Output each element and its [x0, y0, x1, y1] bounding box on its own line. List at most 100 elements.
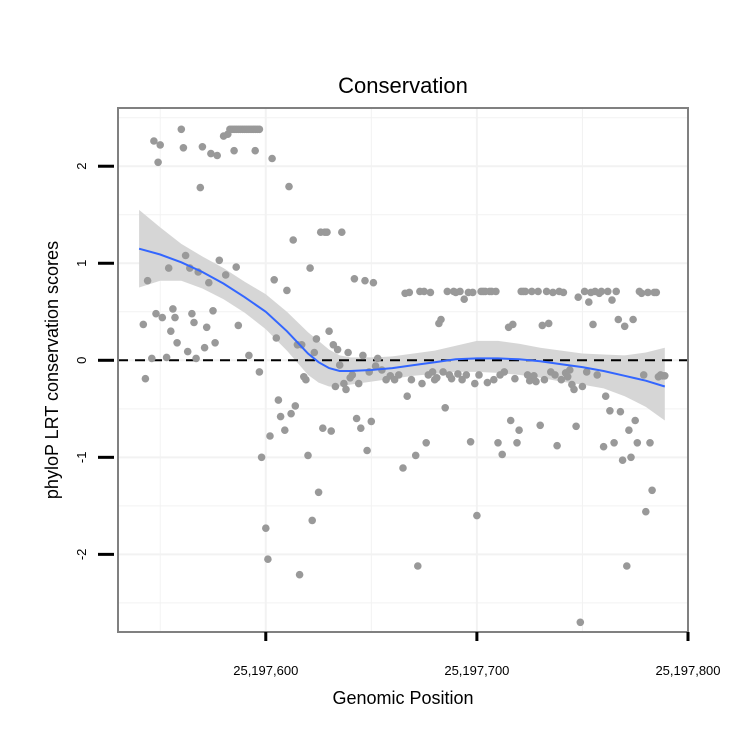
data-point: [266, 432, 274, 440]
data-point: [306, 264, 314, 272]
data-point: [492, 287, 500, 296]
data-point: [530, 372, 538, 380]
data-point: [304, 451, 312, 460]
data-point: [245, 351, 253, 360]
data-point: [196, 183, 205, 192]
data-point: [162, 353, 171, 362]
data-point: [295, 570, 304, 579]
data-point: [639, 371, 648, 379]
data-point: [601, 392, 610, 401]
data-point: [456, 287, 464, 296]
data-point: [171, 313, 179, 322]
data-point: [314, 488, 323, 497]
data-point: [420, 287, 428, 296]
data-point: [661, 372, 669, 380]
data-point: [623, 562, 631, 570]
data-point: [255, 125, 264, 134]
data-point: [610, 439, 618, 447]
data-point: [310, 348, 319, 357]
data-point: [454, 370, 462, 378]
data-point: [625, 426, 633, 435]
data-point: [557, 375, 566, 384]
data-point: [553, 441, 561, 450]
data-point: [549, 288, 557, 297]
data-point: [585, 298, 593, 306]
data-point: [274, 396, 283, 404]
data-point: [289, 236, 298, 244]
data-point: [466, 438, 475, 446]
x-tick-label: 25,197,600: [233, 663, 298, 678]
data-point: [312, 335, 321, 343]
data-point: [422, 439, 431, 447]
data-point: [373, 354, 382, 363]
data-point: [285, 182, 293, 191]
data-point: [350, 275, 359, 283]
data-point: [202, 323, 211, 332]
data-point: [407, 375, 416, 384]
data-point: [439, 368, 447, 376]
data-point: [262, 524, 270, 532]
data-point: [395, 371, 403, 379]
data-point: [327, 427, 336, 435]
data-point: [333, 345, 342, 354]
data-point: [340, 379, 348, 388]
data-point: [428, 368, 437, 376]
data-point: [325, 327, 333, 336]
data-point: [255, 368, 264, 376]
data-point: [544, 319, 553, 328]
data-point: [593, 371, 601, 379]
y-tick-label: -1: [74, 452, 89, 464]
data-point: [642, 507, 650, 516]
data-point: [283, 286, 291, 295]
data-point: [566, 366, 574, 374]
data-point: [183, 347, 192, 356]
data-point: [414, 562, 422, 570]
data-point: [357, 424, 365, 433]
data-point: [179, 144, 188, 152]
data-point: [363, 446, 371, 455]
chart-title: Conservation: [338, 73, 468, 98]
data-point: [291, 402, 300, 410]
data-point: [319, 424, 327, 433]
data-point: [490, 375, 498, 384]
data-point: [270, 276, 279, 284]
data-point: [578, 382, 587, 391]
data-point: [297, 341, 306, 349]
data-point: [308, 516, 317, 525]
data-points: [139, 125, 669, 627]
panel-border: [117, 107, 689, 633]
data-point: [511, 374, 519, 383]
data-point: [538, 321, 547, 330]
data-point: [150, 137, 158, 145]
data-point: [437, 315, 445, 324]
data-point: [536, 421, 544, 430]
data-point: [473, 511, 481, 520]
data-point: [361, 276, 369, 285]
data-point: [230, 146, 238, 155]
data-point: [637, 289, 646, 298]
data-point: [633, 439, 642, 447]
confidence-band: [139, 209, 665, 421]
data-point: [272, 334, 281, 342]
data-point: [629, 315, 637, 324]
data-point: [209, 307, 217, 315]
data-point: [251, 146, 259, 155]
data-point: [154, 158, 162, 167]
data-point: [528, 287, 536, 296]
data-point: [335, 361, 344, 369]
data-point: [232, 263, 240, 271]
data-point: [513, 439, 521, 447]
data-point: [158, 313, 167, 322]
data-point: [468, 288, 477, 297]
y-tick-label: 2: [74, 163, 89, 170]
x-axis-label: Genomic Position: [332, 688, 473, 708]
data-point: [441, 404, 450, 412]
data-point: [447, 374, 456, 383]
data-point: [644, 288, 652, 297]
data-point: [264, 555, 272, 563]
data-point: [215, 256, 224, 265]
data-point: [143, 276, 152, 285]
data-point: [580, 287, 589, 296]
y-tick-label: -2: [74, 549, 89, 561]
data-point: [542, 287, 551, 296]
